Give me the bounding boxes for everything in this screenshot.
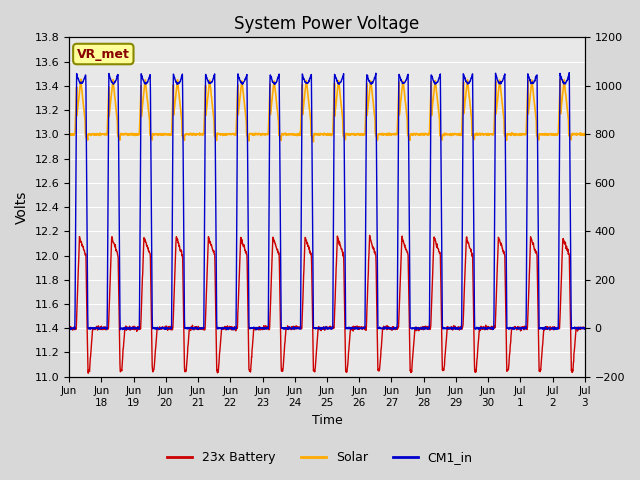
Legend: 23x Battery, Solar, CM1_in: 23x Battery, Solar, CM1_in bbox=[163, 446, 477, 469]
Title: System Power Voltage: System Power Voltage bbox=[234, 15, 420, 33]
X-axis label: Time: Time bbox=[312, 414, 342, 427]
Text: VR_met: VR_met bbox=[77, 48, 130, 60]
Y-axis label: Volts: Volts bbox=[15, 191, 29, 224]
